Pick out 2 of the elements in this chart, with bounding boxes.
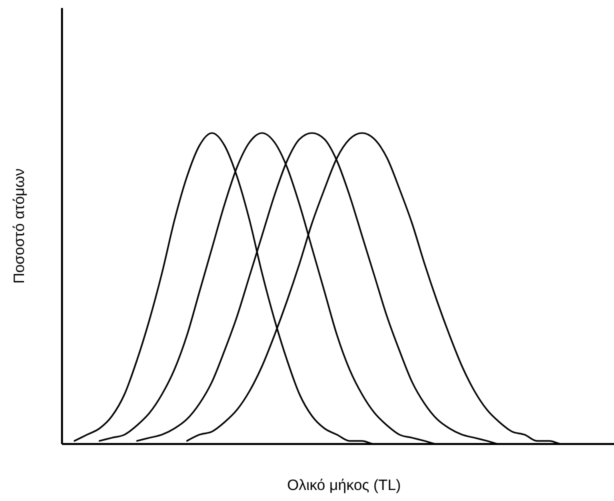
x-axis-title: Ολικό μήκος (TL) — [287, 477, 401, 494]
y-axis-title: Ποσοστό ατόμων — [11, 168, 28, 284]
